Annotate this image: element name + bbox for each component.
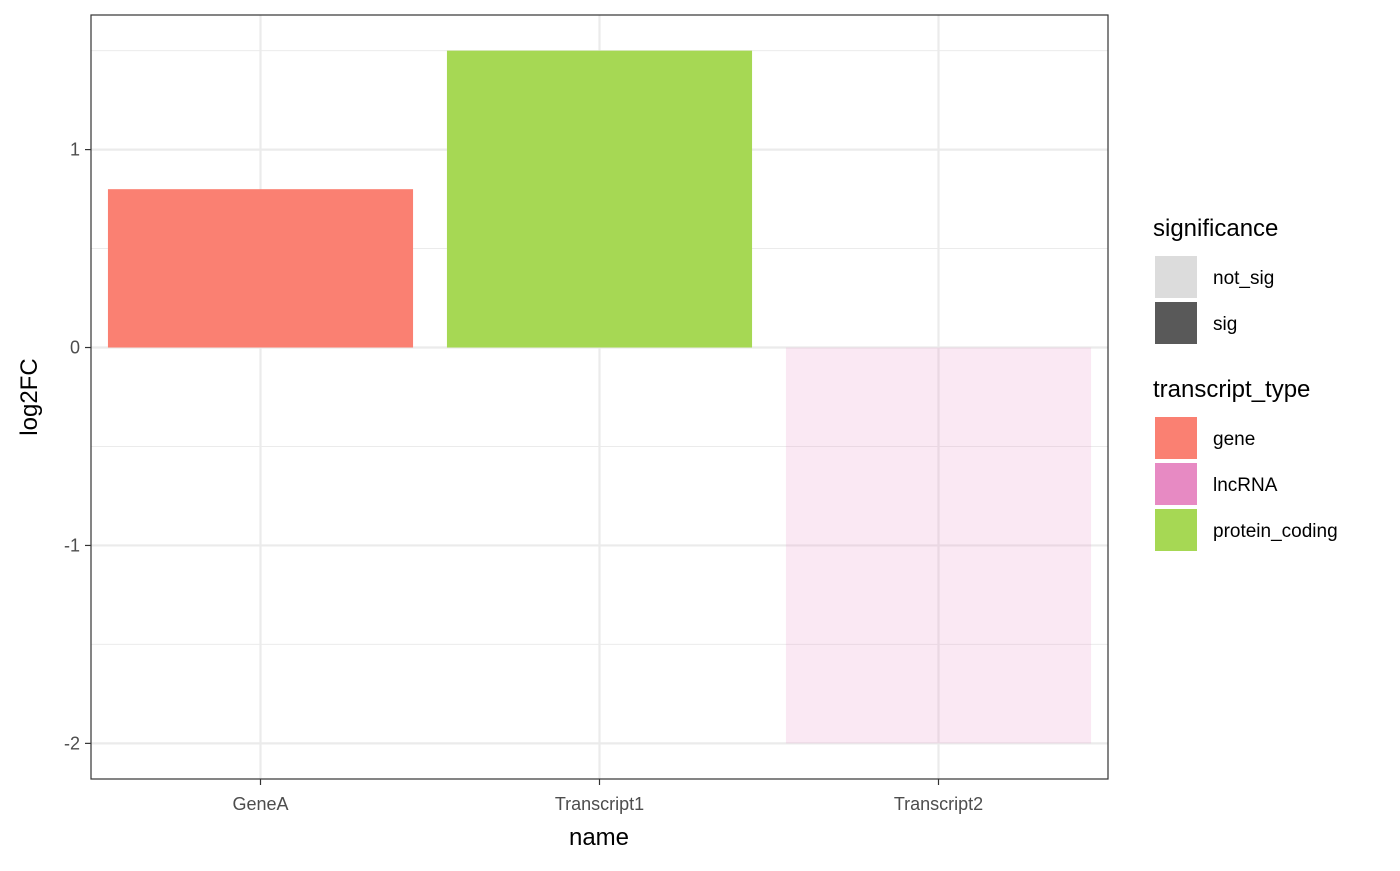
y-tick-label: -2 xyxy=(64,733,80,753)
y-tick-label: -1 xyxy=(64,535,80,555)
x-tick-label: GeneA xyxy=(232,794,288,814)
y-axis-title: log2FC xyxy=(16,358,43,435)
legend-key-lncrna xyxy=(1155,463,1197,505)
y-tick-label: 0 xyxy=(70,338,80,358)
x-axis: GeneA Transcript1 Transcript2 xyxy=(232,779,983,814)
x-axis-title: name xyxy=(569,824,629,851)
y-tick-label: 1 xyxy=(70,140,80,160)
x-tick-label: Transcript1 xyxy=(555,794,644,814)
x-tick-label: Transcript2 xyxy=(894,794,983,814)
legend-label-lncrna: lncRNA xyxy=(1213,475,1278,496)
bars xyxy=(107,50,1092,744)
bar-transcript1 xyxy=(446,50,753,348)
legend-key-gene xyxy=(1155,417,1197,459)
legend-label-not-sig: not_sig xyxy=(1213,268,1274,289)
legend-key-sig xyxy=(1155,302,1197,344)
legend-key-protein-coding xyxy=(1155,509,1197,551)
legend-label-sig: sig xyxy=(1213,314,1237,335)
legend-label-gene: gene xyxy=(1213,429,1255,450)
y-axis: -2 -1 0 1 xyxy=(64,140,91,753)
bar-genea xyxy=(107,189,414,348)
legend-key-not-sig xyxy=(1155,256,1197,298)
bar-transcript2 xyxy=(785,347,1092,744)
legend-title-significance: significance xyxy=(1153,215,1278,242)
legend-title-transcript-type: transcript_type xyxy=(1153,376,1310,403)
legend-label-protein-coding: protein_coding xyxy=(1213,521,1338,542)
